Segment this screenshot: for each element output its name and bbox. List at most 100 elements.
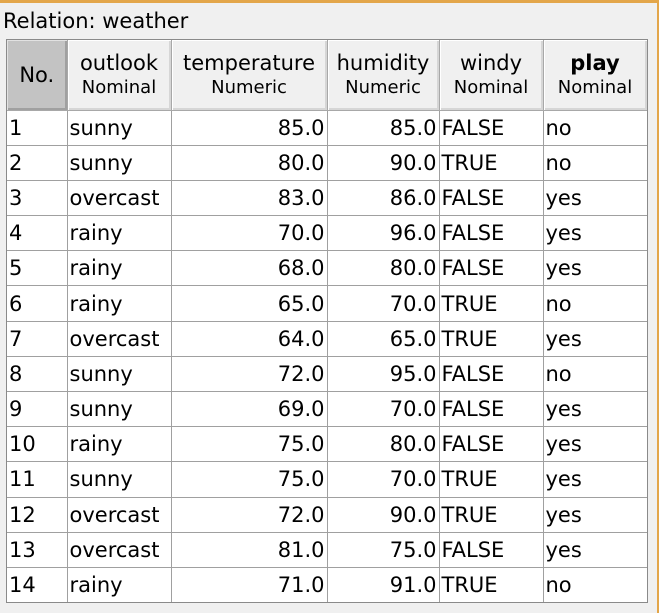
outlook-cell[interactable]: rainy: [67, 426, 172, 463]
row-number[interactable]: 11: [7, 461, 68, 498]
row-number[interactable]: 6: [7, 285, 68, 322]
table-row[interactable]: 11 sunny 75.0 70.0 TRUE yes: [7, 461, 647, 498]
column-header-windy[interactable]: windy Nominal: [439, 40, 544, 111]
humidity-cell[interactable]: 91.0: [327, 567, 440, 602]
column-header-play[interactable]: play Nominal: [543, 40, 647, 111]
temperature-cell[interactable]: 85.0: [171, 110, 328, 146]
outlook-cell[interactable]: rainy: [67, 215, 172, 252]
row-number[interactable]: 14: [7, 567, 68, 602]
temperature-cell[interactable]: 68.0: [171, 250, 328, 287]
row-number[interactable]: 9: [7, 391, 68, 428]
play-cell[interactable]: yes: [543, 497, 647, 533]
outlook-cell[interactable]: rainy: [67, 250, 172, 287]
table-row[interactable]: 13 overcast 81.0 75.0 FALSE yes: [7, 532, 647, 568]
outlook-cell[interactable]: sunny: [67, 461, 172, 498]
table-row[interactable]: 12 overcast 72.0 90.0 TRUE yes: [7, 497, 647, 533]
play-cell[interactable]: yes: [543, 180, 647, 217]
column-header-outlook[interactable]: outlook Nominal: [67, 40, 172, 111]
play-cell[interactable]: yes: [543, 391, 647, 428]
temperature-cell[interactable]: 70.0: [171, 215, 328, 252]
column-header-no[interactable]: No.: [7, 40, 68, 111]
play-cell[interactable]: yes: [543, 461, 647, 498]
windy-cell[interactable]: FALSE: [439, 180, 544, 217]
temperature-cell[interactable]: 80.0: [171, 145, 328, 181]
temperature-cell[interactable]: 75.0: [171, 461, 328, 498]
table-row[interactable]: 10 rainy 75.0 80.0 FALSE yes: [7, 426, 647, 463]
table-row[interactable]: 4 rainy 70.0 96.0 FALSE yes: [7, 215, 647, 252]
row-number[interactable]: 10: [7, 426, 68, 463]
table-row[interactable]: 8 sunny 72.0 95.0 FALSE no: [7, 356, 647, 393]
humidity-cell[interactable]: 80.0: [327, 250, 440, 287]
humidity-cell[interactable]: 90.0: [327, 145, 440, 181]
column-header-humidity[interactable]: humidity Numeric: [327, 40, 440, 111]
table-row[interactable]: 14 rainy 71.0 91.0 TRUE no: [7, 567, 647, 602]
outlook-cell[interactable]: sunny: [67, 145, 172, 181]
row-number[interactable]: 2: [7, 145, 68, 181]
play-cell[interactable]: no: [543, 356, 647, 393]
row-number[interactable]: 7: [7, 321, 68, 357]
table-row[interactable]: 7 overcast 64.0 65.0 TRUE yes: [7, 321, 647, 357]
windy-cell[interactable]: TRUE: [439, 285, 544, 322]
windy-cell[interactable]: TRUE: [439, 567, 544, 602]
windy-cell[interactable]: FALSE: [439, 356, 544, 393]
temperature-cell[interactable]: 81.0: [171, 532, 328, 568]
outlook-cell[interactable]: overcast: [67, 180, 172, 217]
temperature-cell[interactable]: 64.0: [171, 321, 328, 357]
windy-cell[interactable]: TRUE: [439, 497, 544, 533]
play-cell[interactable]: no: [543, 285, 647, 322]
outlook-cell[interactable]: rainy: [67, 285, 172, 322]
table-row[interactable]: 2 sunny 80.0 90.0 TRUE no: [7, 145, 647, 181]
row-number[interactable]: 5: [7, 250, 68, 287]
play-cell[interactable]: yes: [543, 250, 647, 287]
play-cell[interactable]: yes: [543, 321, 647, 357]
table-row[interactable]: 3 overcast 83.0 86.0 FALSE yes: [7, 180, 647, 217]
humidity-cell[interactable]: 75.0: [327, 532, 440, 568]
temperature-cell[interactable]: 69.0: [171, 391, 328, 428]
humidity-cell[interactable]: 96.0: [327, 215, 440, 252]
table-row[interactable]: 5 rainy 68.0 80.0 FALSE yes: [7, 250, 647, 287]
column-header-temperature[interactable]: temperature Numeric: [171, 40, 328, 111]
outlook-cell[interactable]: overcast: [67, 532, 172, 568]
humidity-cell[interactable]: 65.0: [327, 321, 440, 357]
windy-cell[interactable]: FALSE: [439, 532, 544, 568]
temperature-cell[interactable]: 65.0: [171, 285, 328, 322]
humidity-cell[interactable]: 86.0: [327, 180, 440, 217]
row-number[interactable]: 3: [7, 180, 68, 217]
temperature-cell[interactable]: 72.0: [171, 497, 328, 533]
windy-cell[interactable]: FALSE: [439, 250, 544, 287]
outlook-cell[interactable]: rainy: [67, 567, 172, 602]
humidity-cell[interactable]: 70.0: [327, 285, 440, 322]
row-number[interactable]: 4: [7, 215, 68, 252]
row-number[interactable]: 1: [7, 110, 68, 146]
humidity-cell[interactable]: 85.0: [327, 110, 440, 146]
windy-cell[interactable]: TRUE: [439, 321, 544, 357]
table-row[interactable]: 9 sunny 69.0 70.0 FALSE yes: [7, 391, 647, 428]
play-cell[interactable]: no: [543, 145, 647, 181]
table-row[interactable]: 6 rainy 65.0 70.0 TRUE no: [7, 285, 647, 322]
humidity-cell[interactable]: 95.0: [327, 356, 440, 393]
outlook-cell[interactable]: overcast: [67, 321, 172, 357]
humidity-cell[interactable]: 70.0: [327, 391, 440, 428]
row-number[interactable]: 13: [7, 532, 68, 568]
windy-cell[interactable]: TRUE: [439, 461, 544, 498]
windy-cell[interactable]: FALSE: [439, 215, 544, 252]
row-number[interactable]: 12: [7, 497, 68, 533]
play-cell[interactable]: yes: [543, 426, 647, 463]
temperature-cell[interactable]: 83.0: [171, 180, 328, 217]
table-row[interactable]: 1 sunny 85.0 85.0 FALSE no: [7, 110, 647, 146]
temperature-cell[interactable]: 72.0: [171, 356, 328, 393]
outlook-cell[interactable]: sunny: [67, 356, 172, 393]
windy-cell[interactable]: FALSE: [439, 391, 544, 428]
row-number[interactable]: 8: [7, 356, 68, 393]
outlook-cell[interactable]: sunny: [67, 391, 172, 428]
play-cell[interactable]: yes: [543, 215, 647, 252]
play-cell[interactable]: yes: [543, 532, 647, 568]
windy-cell[interactable]: FALSE: [439, 110, 544, 146]
windy-cell[interactable]: TRUE: [439, 145, 544, 181]
play-cell[interactable]: no: [543, 567, 647, 602]
humidity-cell[interactable]: 90.0: [327, 497, 440, 533]
humidity-cell[interactable]: 80.0: [327, 426, 440, 463]
windy-cell[interactable]: FALSE: [439, 426, 544, 463]
temperature-cell[interactable]: 71.0: [171, 567, 328, 602]
play-cell[interactable]: no: [543, 110, 647, 146]
